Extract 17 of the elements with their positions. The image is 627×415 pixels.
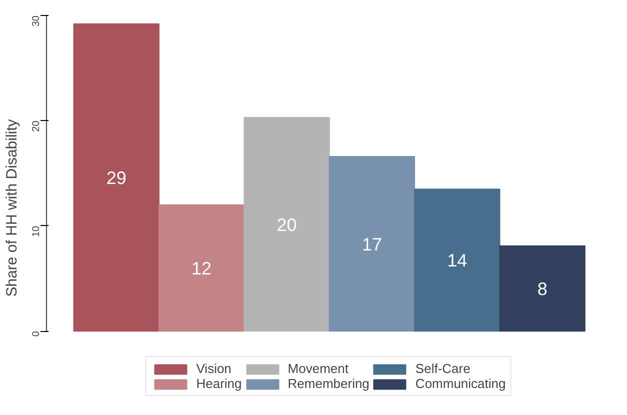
data-label: 29 [106, 168, 126, 188]
legend-label: Remembering [288, 376, 370, 391]
legend-label: Hearing [196, 376, 242, 391]
data-label: 14 [447, 250, 468, 271]
data-label: 8 [537, 278, 548, 299]
legend-label: Vision [196, 361, 232, 376]
y-tick-label: 20 [31, 120, 42, 132]
y-axis-title: Share of HH with Disability [4, 118, 20, 297]
legend-label: Self-Care [415, 361, 470, 376]
data-label: 20 [276, 214, 297, 235]
data-label: 12 [192, 258, 212, 278]
y-tick-label: 0 [31, 330, 42, 337]
data-label: 17 [362, 234, 382, 254]
legend-label: Communicating [415, 376, 506, 391]
legend-label: Movement [288, 361, 348, 376]
y-tick-label: 30 [31, 15, 42, 27]
y-tick-label: 10 [31, 225, 42, 238]
